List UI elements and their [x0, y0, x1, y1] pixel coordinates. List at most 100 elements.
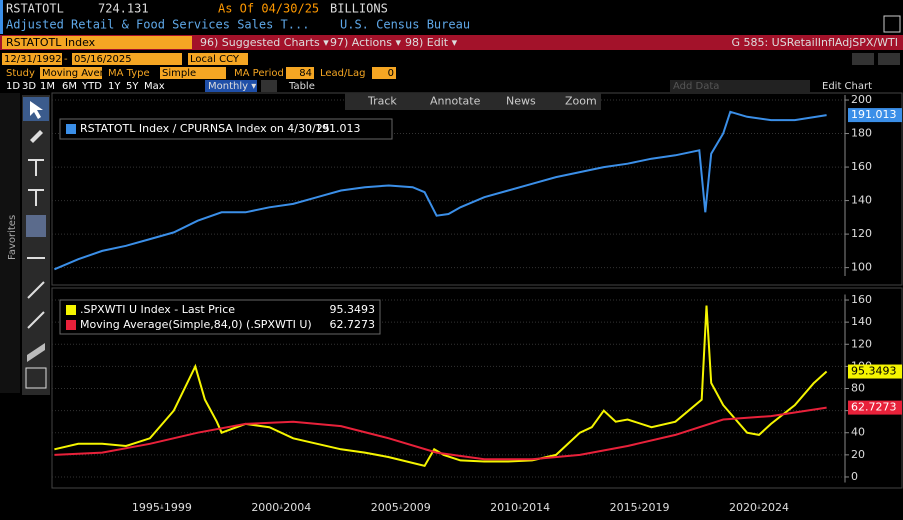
security-box[interactable]: [2, 36, 192, 49]
tool-button[interactable]: Track: [367, 95, 397, 108]
last-value-tag: [848, 108, 902, 123]
y-tick-label: 40: [851, 426, 865, 439]
y-tick-label: 80: [851, 382, 865, 395]
legend-swatch: [66, 320, 76, 330]
legend-label: RSTATOTL Index / CPURNSA Index on 4/30/2…: [80, 122, 330, 135]
text-icon[interactable]: [26, 215, 46, 237]
last-value-label: 62.7273: [851, 401, 897, 414]
ma-period-box[interactable]: [286, 67, 314, 79]
period-button[interactable]: 5Y: [126, 81, 139, 92]
asof: As Of 04/30/25: [218, 2, 319, 16]
chart-name: G 585: USRetailInflAdjSPX/WTI: [731, 36, 898, 49]
accent: [0, 0, 3, 34]
last-value-tag: [848, 364, 902, 379]
last-value-label: 95.3493: [851, 365, 897, 378]
series-line: [54, 406, 827, 461]
x-tick-label: 2010-2014: [490, 501, 550, 514]
series-line: [54, 305, 828, 468]
y-tick-label: 160: [851, 160, 872, 173]
x-tick-label: 2020-2024: [729, 501, 789, 514]
legend-swatch: [66, 305, 76, 315]
text-pct-icon[interactable]: [28, 159, 44, 176]
add-data-box[interactable]: [670, 80, 810, 92]
y-tick-label: 0: [851, 470, 858, 483]
table[interactable]: Table: [288, 81, 315, 92]
chart-toolbar: Track Annotate News Zoom: [345, 93, 601, 110]
favorites-bar[interactable]: [0, 93, 20, 393]
legend-label: .SPXWTI U Index - Last Price: [80, 303, 235, 316]
end-box[interactable]: [72, 53, 182, 65]
y-tick-label: 140: [851, 315, 872, 328]
suggested-charts[interactable]: 96) Suggested Charts ▾: [200, 36, 329, 49]
ccy-box[interactable]: [188, 53, 248, 65]
lead-box[interactable]: [372, 67, 396, 79]
ma-type-box[interactable]: [160, 67, 226, 79]
channel-icon[interactable]: [27, 343, 45, 362]
start-date: 12/31/1992: [4, 54, 62, 65]
study-label: Study: [6, 68, 35, 79]
period-button[interactable]: YTD: [81, 81, 102, 92]
start-box[interactable]: [2, 53, 62, 65]
tool-button[interactable]: Annotate: [430, 95, 481, 108]
legend-value: 191.013: [315, 122, 361, 135]
edit[interactable]: 98) Edit ▾: [405, 36, 458, 49]
period-button[interactable]: 3D: [22, 81, 36, 92]
legend-value: 62.7273: [330, 318, 376, 331]
last: 724.131: [98, 2, 149, 16]
favorites: Favorites: [7, 215, 18, 260]
period-button[interactable]: Max: [144, 81, 165, 92]
pen-icon[interactable]: [30, 130, 43, 143]
text-usd-icon[interactable]: [28, 189, 44, 206]
y-tick-label: 100: [851, 261, 872, 274]
tool-palette: [22, 95, 50, 395]
lead-label: Lead/Lag: [320, 68, 365, 79]
ray-icon[interactable]: [27, 311, 45, 329]
frequency: Monthly ▾: [208, 81, 256, 92]
frequency-box[interactable]: [205, 80, 257, 92]
legend-label: Moving Average(Simple,84,0) (.SPXWTI U): [80, 318, 312, 331]
ma-type: Simple: [162, 68, 196, 79]
period-button[interactable]: 1Y: [108, 81, 121, 92]
study: Moving Aver: [42, 68, 105, 79]
tool-button[interactable]: Zoom: [565, 95, 597, 108]
legend-box: [59, 299, 381, 335]
period-button[interactable]: 1D: [6, 81, 20, 92]
ticker: RSTATOTL: [6, 2, 64, 16]
menu-bar: [0, 35, 903, 50]
edit-chart[interactable]: Edit Chart: [822, 81, 872, 92]
y-tick-label: 20: [851, 448, 865, 461]
end-date: 05/16/2025: [74, 54, 132, 65]
period-button[interactable]: 6M: [62, 81, 77, 92]
table-icon[interactable]: [261, 80, 277, 92]
x-tick-label: 2000-2004: [251, 501, 311, 514]
actions[interactable]: 97) Actions ▾: [330, 36, 401, 49]
study-box[interactable]: [40, 67, 102, 79]
currency: Local CCY: [190, 54, 240, 65]
toolbar-bg: [345, 93, 601, 110]
description: Adjusted Retail & Food Services Sales T.…: [6, 18, 309, 32]
legend-box: [59, 118, 393, 140]
pointer-icon: [30, 101, 43, 119]
trend-icon[interactable]: [27, 281, 45, 299]
undo[interactable]: [852, 53, 874, 65]
y-tick-label: 120: [851, 337, 872, 350]
tool-button[interactable]: News: [506, 95, 536, 108]
palette-bg: [22, 95, 50, 395]
lead: 0: [388, 68, 394, 79]
y-tick-label: 200: [851, 93, 872, 106]
period-button[interactable]: 1M: [40, 81, 55, 92]
x-tick-label: 1995-1999: [132, 501, 192, 514]
menu-icon[interactable]: [883, 15, 901, 33]
security: RSTATOTL Index: [6, 36, 96, 49]
redo[interactable]: [878, 53, 900, 65]
y-tick-label: 120: [851, 227, 872, 240]
last-value-tag: [848, 400, 902, 415]
period-buttons: 1D 3D 1M 6M YTD 1Y 5Y Max: [6, 81, 165, 92]
y-tick-label: 180: [851, 127, 872, 140]
y-tick-label: 140: [851, 194, 872, 207]
ma-period: 84: [299, 68, 312, 79]
series-line: [54, 110, 827, 271]
label-icon[interactable]: [25, 367, 47, 389]
